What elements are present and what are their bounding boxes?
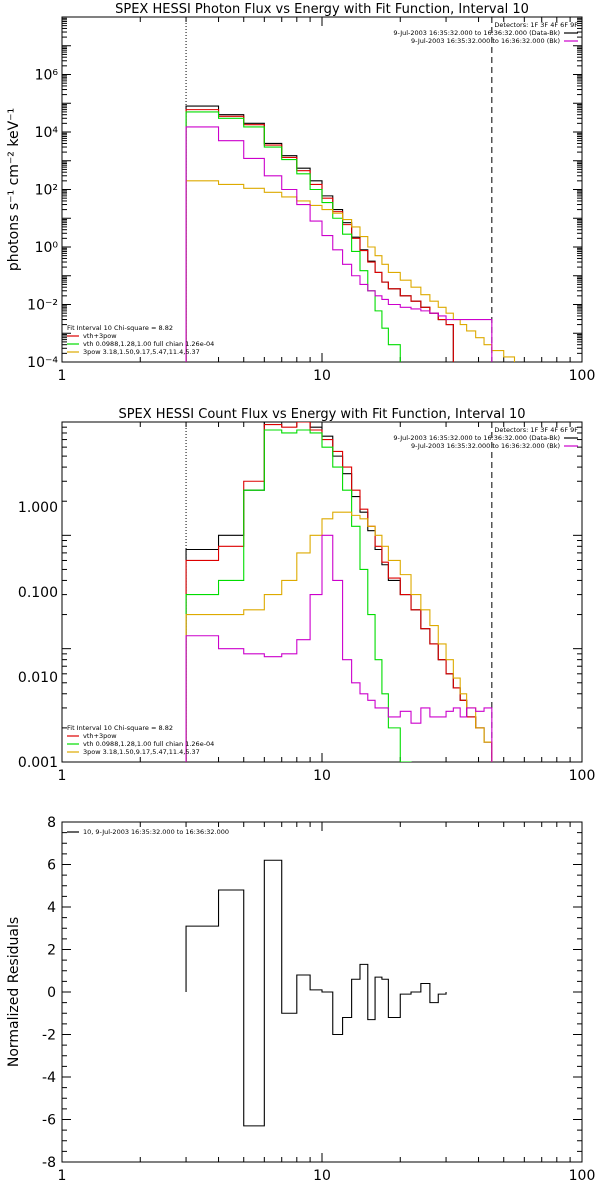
y-tick-label: 10⁰: [35, 240, 59, 256]
x-tick-label: 10: [313, 768, 331, 784]
y-tick-label: 0.100: [18, 585, 58, 601]
legend-entry-label: vth 0.0988,1.28,1.00 full chian 1.26e-04: [83, 340, 214, 348]
x-tick-label: 100: [569, 768, 596, 784]
legend-entry-label: 9-Jul-2003 16:35:32.000 to 16:36:32.000 …: [411, 37, 560, 45]
y-tick-label: -2: [42, 1028, 56, 1044]
spectrum-series-4: [185, 180, 516, 362]
spectrum-series-2: [185, 422, 493, 762]
y-tick-label: -6: [42, 1113, 56, 1129]
legend-entry-label: vth+3pow: [83, 332, 117, 340]
y-tick-label: 0.010: [18, 670, 58, 686]
legend-entry-label: 9-Jul-2003 16:35:32.000 to 16:36:32.000 …: [393, 29, 560, 37]
y-tick-label: 1.000: [18, 500, 58, 516]
legend-fit-info: Fit Interval 10 Chi-square = 8.82: [67, 724, 173, 732]
x-tick-label: 100: [569, 1168, 596, 1184]
legend-entry-label: 9-Jul-2003 16:35:32.000 to 16:36:32.000 …: [411, 442, 560, 450]
x-tick-label: 1: [58, 768, 67, 784]
y-tick-label: 10⁴: [35, 125, 59, 141]
spectrum-series-1: [185, 859, 447, 1127]
legend-entry-label: vth 0.0988,1.28,1.00 full chian 1.26e-04: [83, 740, 214, 748]
plot-panel-3: Normalized Residuals 1 10 100 -8 -6 -4 -2 0 2 4 6 8 1…: [6, 815, 595, 1184]
legend-entry-label: 10, 9-Jul-2003 16:35:32.000 to 16:36:32.…: [83, 828, 229, 836]
y-tick-label: 2: [47, 943, 56, 959]
x-tick-label: 10: [313, 368, 331, 384]
legend-entry-label: 3pow 3.18,1.50,9.17,5.47,11.4,5.37: [83, 348, 200, 356]
spectrum-series-3: [185, 429, 412, 762]
series-group: [185, 105, 516, 362]
spectrum-series-1: [185, 105, 454, 362]
y-tick-label: 0.001: [18, 755, 58, 771]
y-axis-label: photons s⁻¹ cm⁻² keV⁻¹: [6, 108, 22, 271]
spectrum-series-4: [185, 511, 493, 762]
y-tick-label: 10²: [35, 183, 58, 199]
y-tick-label: 10⁶: [35, 68, 59, 84]
y-tick-label: 6: [47, 858, 56, 874]
y-tick-label: -4: [42, 1070, 56, 1086]
spectrum-series-5: [185, 126, 493, 362]
x-tick-label: 1: [58, 368, 67, 384]
legend-fit-info: Fit Interval 10 Chi-square = 8.82: [67, 324, 173, 332]
series-group: [185, 422, 493, 762]
spectrum-series-2: [185, 109, 454, 362]
y-tick-label: 0: [47, 985, 56, 1001]
spectrum-series-5: [185, 534, 493, 762]
legend-entry-label: vth+3pow: [83, 732, 117, 740]
y-tick-label: -8: [42, 1155, 56, 1171]
x-tick-label: 1: [58, 1168, 67, 1184]
legend-entry-label: 9-Jul-2003 16:35:32.000 to 16:36:32.000 …: [393, 434, 560, 442]
y-tick-label: 10⁻²: [27, 298, 58, 314]
legend-detectors: Detectors: 1F 3F 4F 6F 9F: [494, 21, 578, 29]
x-tick-label: 10: [313, 1168, 331, 1184]
y-tick-label: 8: [47, 815, 56, 831]
series-group: [185, 859, 447, 1127]
plot-panel-2: SPEX HESSI Count Flux vs Energy with Fit…: [18, 407, 595, 784]
chart-title: SPEX HESSI Count Flux vs Energy with Fit…: [118, 407, 525, 422]
legend-entry-label: 3pow 3.18,1.50,9.17,5.47,11.4,5.37: [83, 748, 200, 756]
y-tick-label: 4: [47, 900, 56, 916]
legend-detectors: Detectors: 1F 3F 4F 6F 9F: [494, 426, 578, 434]
plot-panel-1: SPEX HESSI Photon Flux vs Energy with Fi…: [6, 2, 595, 384]
chart-title: SPEX HESSI Photon Flux vs Energy with Fi…: [115, 2, 529, 17]
y-axis-label: Normalized Residuals: [6, 917, 22, 1067]
y-tick-label: 10⁻⁴: [27, 355, 58, 371]
x-tick-label: 100: [569, 368, 596, 384]
